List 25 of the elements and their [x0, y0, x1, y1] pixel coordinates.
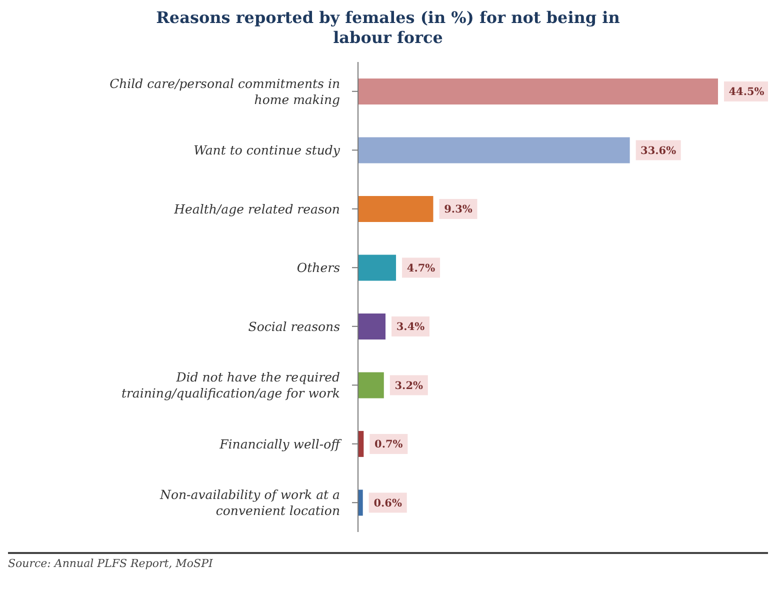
y-tick-label: Non-availability of work at a convenient location [159, 487, 340, 518]
data-label: 3.4% [396, 321, 425, 334]
y-tick-label: Want to continue study [194, 142, 341, 158]
bar [358, 78, 718, 104]
bar [358, 313, 386, 340]
y-tick-label: Others [296, 260, 340, 275]
data-label: 33.6% [640, 144, 676, 157]
data-label: 9.3% [444, 204, 472, 216]
bar [358, 196, 434, 222]
data-label: 3.2% [394, 380, 424, 392]
bar [358, 490, 363, 516]
chart-title: Reasons reported by females (in %) for not being in labour force [155, 8, 621, 48]
bar [358, 254, 396, 281]
y-tick-label: Did not have the required training/qualification/age for work [121, 370, 340, 400]
y-tick-label: Health/age related reason [173, 201, 340, 216]
data-label: 4.7% [406, 262, 436, 274]
data-label: 0.6% [374, 497, 402, 510]
y-tick-label: Child care/personal commitments in home making [110, 76, 340, 107]
y-tick-label: Financially well-off [218, 436, 342, 452]
source-note: Source: Annual PLFS Report, MoSPI [8, 557, 214, 570]
bar [358, 372, 384, 398]
bar [358, 137, 630, 164]
y-tick-label: Social reasons [248, 318, 340, 334]
data-label: 0.7% [374, 438, 403, 451]
data-label: 44.5% [728, 86, 764, 98]
